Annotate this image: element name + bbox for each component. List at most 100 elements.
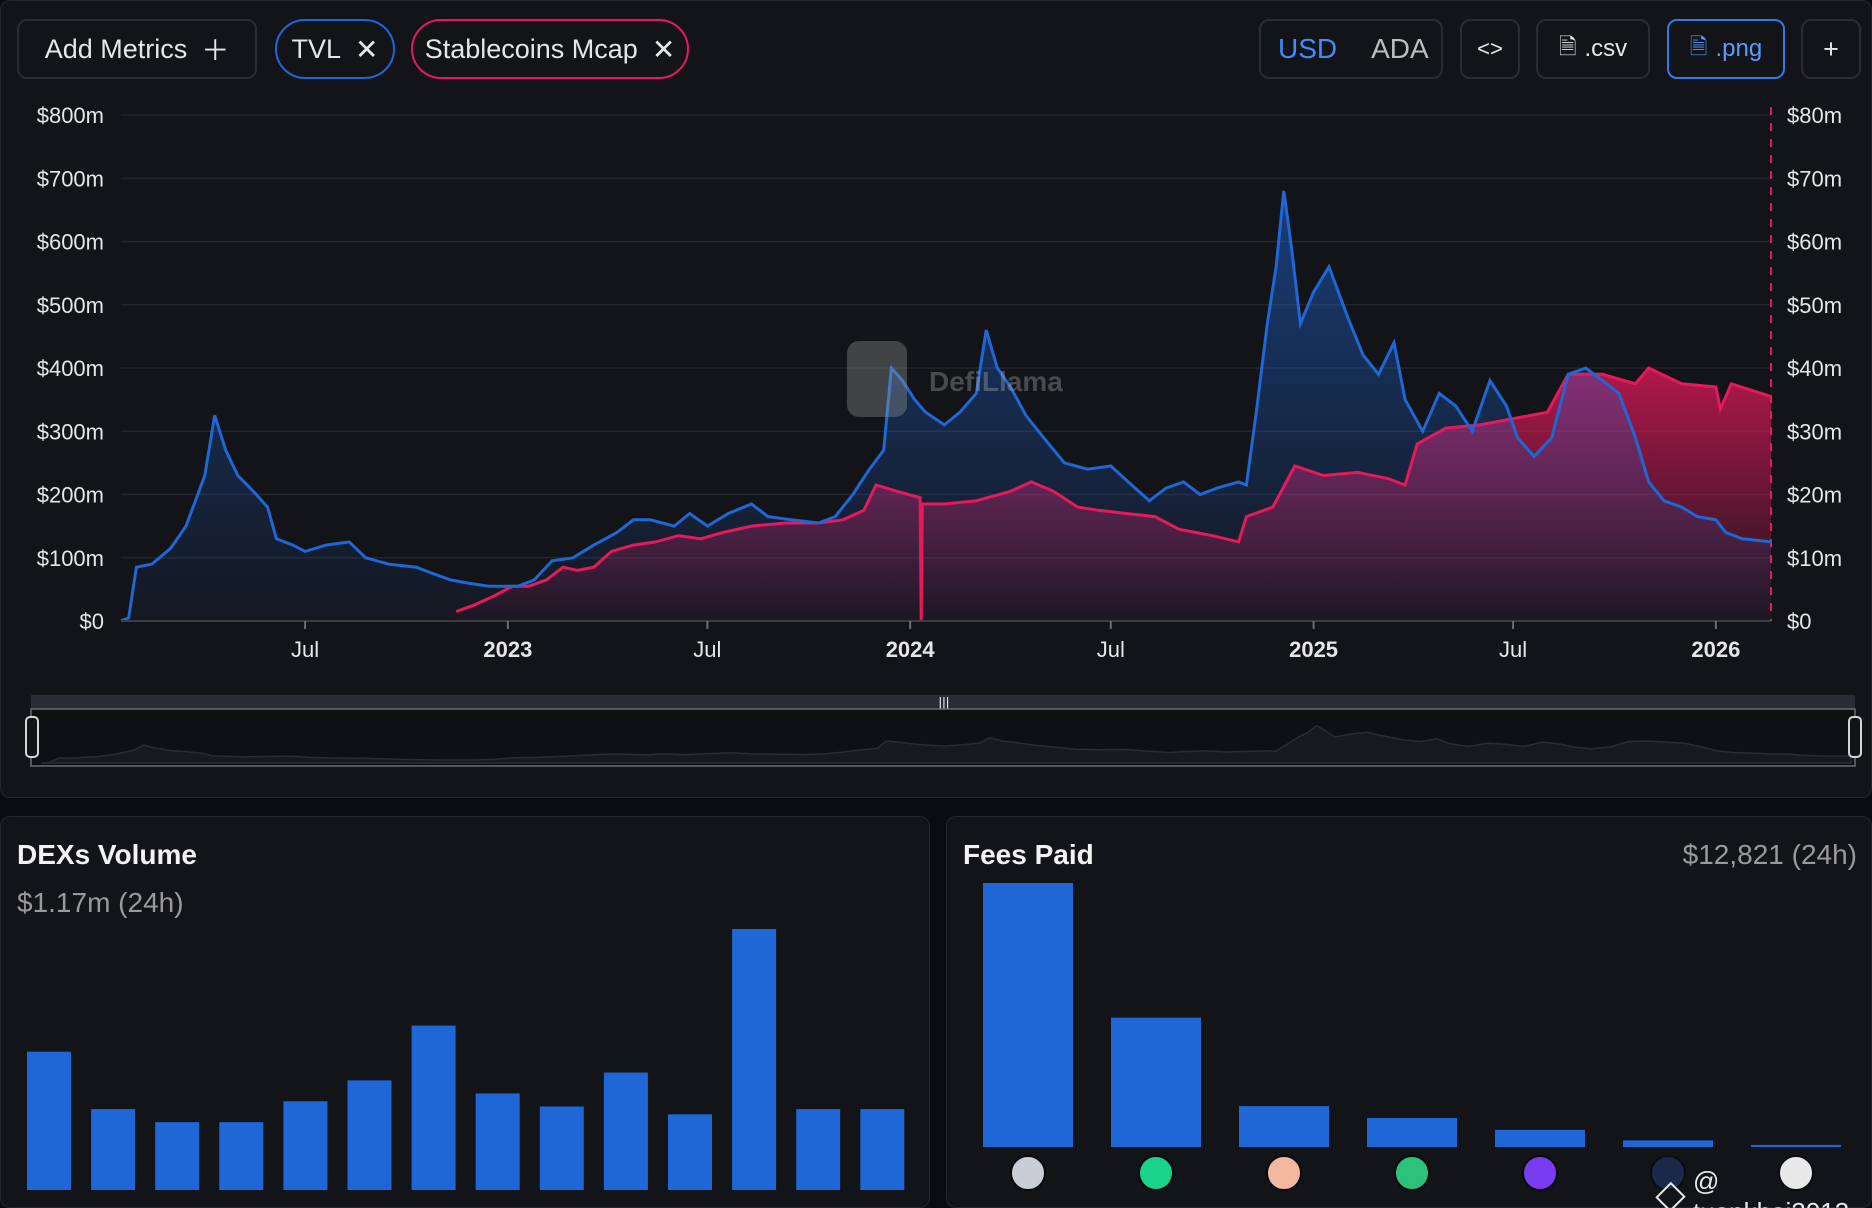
y-axis-left: $0 $100m $200m $300m $400m $500m $600m $700m $80… (37, 103, 104, 634)
plus-icon: + (1823, 33, 1839, 64)
y-left-tick-label: $800m (37, 103, 104, 128)
brush-mini-series (40, 724, 1852, 764)
y-left-tick-label: $100m (37, 546, 104, 571)
y-right-tick-label: $20m (1787, 483, 1842, 508)
csv-label: .csv (1584, 35, 1628, 62)
dex-volume-bar[interactable] (539, 1106, 584, 1190)
dex-volume-bar[interactable] (411, 1025, 456, 1190)
brush-track[interactable] (31, 695, 1855, 709)
user-watermark: @ tuankhai2012 (1655, 1166, 1872, 1208)
y-left-tick-label: $700m (37, 166, 104, 191)
dex-volume-bar[interactable] (91, 1109, 136, 1190)
diamond-icon (1655, 1181, 1686, 1208)
embed-button[interactable]: <> (1460, 19, 1520, 79)
close-icon[interactable]: ✕ (651, 33, 676, 65)
tvl-chip-label: TVL (291, 33, 342, 64)
y-right-tick-label: $30m (1787, 419, 1842, 444)
protocol-logo-icon[interactable] (1010, 1155, 1046, 1191)
watermark-brand: DefiLlama (929, 366, 1063, 397)
x-tick-label: 2024 (886, 637, 936, 662)
y-right-tick-label: $60m (1787, 230, 1842, 255)
y-left-tick-label: $500m (37, 293, 104, 318)
dex-volume-bar[interactable] (219, 1122, 264, 1190)
y-right-tick-label: $50m (1787, 293, 1842, 318)
x-tick-label: 2025 (1289, 637, 1338, 662)
fees-paid-bar[interactable] (1239, 1106, 1329, 1147)
fees-paid-bar-chart[interactable] (947, 817, 1872, 1208)
dex-volume-bar[interactable] (796, 1109, 841, 1190)
y-right-tick-label: $40m (1787, 356, 1842, 381)
fees-paid-bar[interactable] (983, 883, 1073, 1147)
add-metrics-label: Add Metrics (44, 33, 188, 64)
png-label: .png (1715, 35, 1763, 62)
stablecoins-chip[interactable]: Stablecoins Mcap ✕ (411, 19, 689, 79)
embed-icon: <> (1477, 36, 1503, 61)
dex-volume-bar[interactable] (603, 1072, 648, 1190)
x-tick-label: 2023 (483, 637, 532, 662)
stablecoins-series-line (455, 366, 1772, 622)
range-brush[interactable]: ||| (25, 694, 1862, 767)
add-metrics-button[interactable]: Add Metrics ＋ (17, 19, 257, 79)
download-csv-button[interactable]: 🗎 .csv (1536, 19, 1650, 79)
tvl-chip[interactable]: TVL ✕ (275, 19, 395, 79)
dex-volume-bar[interactable] (668, 1114, 712, 1190)
protocol-logo-icon[interactable] (1266, 1155, 1302, 1191)
brush-right-handle[interactable] (1848, 716, 1862, 758)
x-tick-label: 2026 (1691, 637, 1740, 662)
dexs-volume-card: DEXs Volume $1.17m (24h) (0, 816, 930, 1208)
card-title: Fees Paid (963, 839, 1094, 870)
dex-volume-bar[interactable] (347, 1080, 392, 1190)
y-left-tick-label: $400m (37, 356, 104, 381)
y-right-tick-label: $0 (1787, 609, 1811, 634)
brush-grip-icon[interactable]: ||| (939, 694, 950, 710)
fees-paid-bar[interactable] (1111, 1017, 1201, 1147)
y-right-tick-label: $80m (1787, 103, 1842, 128)
y-left-tick-label: $200m (37, 483, 104, 508)
y-right-tick-label: $70m (1787, 166, 1842, 191)
currency-toggle[interactable]: USD ADA (1259, 19, 1443, 79)
chart-toolbar: Add Metrics ＋ TVL ✕ Stablecoins Mcap ✕ U… (1, 1, 1872, 91)
y-left-tick-label: $0 (80, 609, 104, 634)
dex-volume-bar[interactable] (283, 1101, 328, 1190)
x-axis: Jul 2023 Jul 2024 Jul 2025 Jul 2026 (291, 621, 1740, 662)
currency-ada[interactable]: ADA (1371, 33, 1429, 64)
currency-usd[interactable]: USD (1278, 33, 1338, 64)
tvl-area (121, 190, 1771, 621)
protocol-logo-icon[interactable] (1522, 1155, 1558, 1191)
stablecoins-chip-label: Stablecoins Mcap (424, 33, 638, 64)
dex-volume-bar[interactable] (732, 929, 777, 1190)
card-subtitle: $12,821 (24h) (1682, 839, 1857, 870)
y-left-tick-label: $600m (37, 230, 104, 255)
x-tick-label: Jul (693, 637, 721, 662)
fees-paid-bar[interactable] (1623, 1140, 1713, 1147)
dex-volume-bar[interactable] (27, 1051, 71, 1190)
card-title: DEXs Volume (17, 839, 197, 870)
dex-volume-bar[interactable] (155, 1122, 200, 1190)
brush-left-handle[interactable] (25, 716, 39, 758)
dex-volume-bar[interactable] (475, 1093, 520, 1190)
file-download-icon: 🗎 (1558, 34, 1577, 59)
dex-volume-bar[interactable] (860, 1109, 905, 1190)
download-png-button[interactable]: 🗎 .png (1667, 19, 1785, 79)
protocol-logo-icon[interactable] (1778, 1155, 1814, 1191)
main-chart-panel: Add Metrics ＋ TVL ✕ Stablecoins Mcap ✕ U… (0, 0, 1872, 798)
fees-paid-card: Fees Paid $12,821 (24h) (946, 816, 1872, 1208)
dexs-volume-bar-chart[interactable] (1, 817, 931, 1208)
fees-paid-bar[interactable] (1367, 1117, 1457, 1147)
y-left-tick-label: $300m (37, 419, 104, 444)
tvl-stablecoins-chart[interactable]: $0 $100m $200m $300m $400m $500m $600m $700m $80… (1, 91, 1872, 791)
x-tick-label: Jul (1499, 637, 1527, 662)
tvl-series-line (120, 190, 1772, 623)
card-subtitle: $1.17m (24h) (17, 887, 184, 918)
y-right-tick-label: $10m (1787, 546, 1842, 571)
fees-paid-bar[interactable] (1751, 1144, 1841, 1147)
close-icon[interactable]: ✕ (355, 33, 379, 65)
x-tick-label: Jul (1097, 637, 1125, 662)
protocol-logo-icon[interactable] (1138, 1155, 1174, 1191)
file-download-icon: 🗎 (1689, 34, 1708, 59)
protocol-logo-icon[interactable] (1650, 1155, 1686, 1191)
more-options-button[interactable]: + (1801, 19, 1861, 79)
plus-icon: ＋ (201, 35, 230, 66)
protocol-logo-icon[interactable] (1394, 1155, 1430, 1191)
fees-paid-bar[interactable] (1495, 1129, 1585, 1147)
